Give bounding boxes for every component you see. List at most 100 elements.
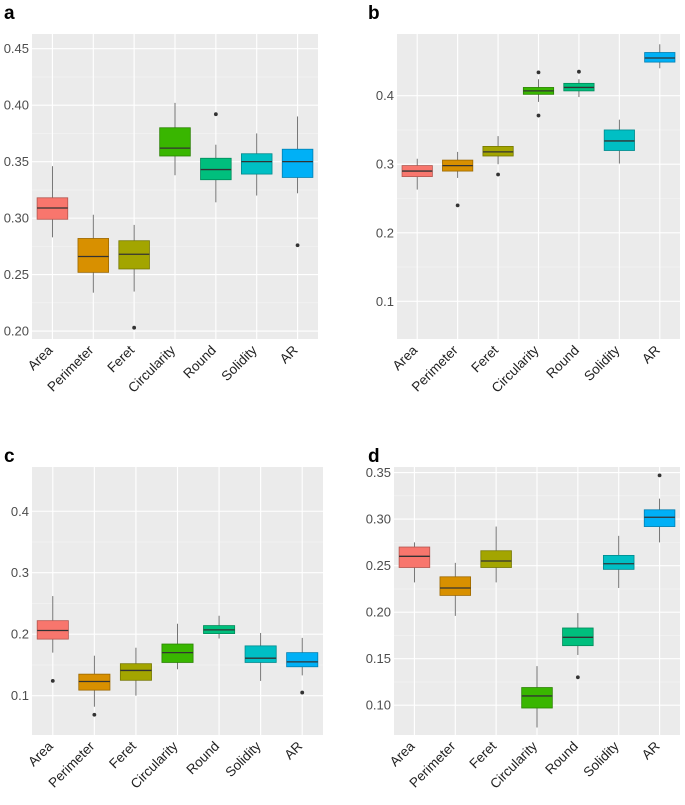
y-tick-label: 0.1 (376, 294, 394, 309)
y-tick-label: 0.3 (376, 157, 394, 172)
y-tick-label: 0.35 (366, 465, 391, 480)
box-solidity (603, 119, 635, 164)
box-body (643, 509, 676, 527)
outlier-point (577, 69, 581, 74)
box-feret (482, 136, 514, 177)
box-body (244, 645, 277, 663)
box-area (401, 158, 433, 190)
box-ar (643, 473, 676, 543)
y-tick-label: 0.2 (376, 225, 394, 240)
panel-c-gridlines (32, 467, 323, 735)
outlier-point (50, 679, 55, 683)
outlier-point (132, 325, 137, 330)
category-label: Feret (104, 342, 137, 375)
category-label: AR (281, 738, 305, 762)
panel-c-boxes (36, 596, 319, 717)
box-body (77, 238, 110, 273)
box-area (36, 596, 69, 683)
category-label: Feret (468, 342, 501, 375)
panel-d-boxes (398, 473, 676, 728)
box-solidity (602, 535, 635, 588)
box-round (200, 112, 232, 203)
box-solidity (244, 632, 277, 681)
category-label: Feret (466, 738, 499, 771)
box-perimeter (78, 655, 111, 717)
category-label: Feret (106, 738, 139, 771)
category-label: Round (542, 739, 581, 778)
panel-d-letter: d (368, 446, 380, 467)
outlier-point (92, 712, 97, 717)
box-body (602, 555, 635, 570)
box-body (159, 127, 191, 157)
panel-b-letter: b (368, 3, 380, 24)
y-tick-label: 0.2 (11, 627, 29, 642)
y-tick-label: 0.3 (11, 565, 29, 580)
outlier-point (575, 675, 580, 680)
outlier-point (496, 172, 500, 177)
category-label: Round (180, 343, 219, 382)
box-body (521, 687, 553, 709)
box-circularity (161, 623, 194, 670)
panel-c-letter: c (4, 446, 15, 467)
box-feret (480, 526, 512, 583)
box-circularity (522, 70, 555, 118)
box-feret (118, 224, 150, 330)
y-tick-label: 0.30 (4, 211, 29, 226)
box-body (286, 652, 319, 668)
panel-a-letter: a (4, 3, 15, 24)
outlier-point (536, 113, 541, 118)
category-label: AR (639, 738, 663, 762)
category-label: Round (543, 343, 582, 382)
box-solidity (240, 133, 273, 196)
y-tick-label: 0.4 (376, 88, 394, 103)
panel-c-y-tick-labels: 0.1 0.2 0.3 0.4 (11, 504, 29, 703)
panel-b-boxes (401, 44, 676, 208)
box-circularity (159, 102, 191, 176)
box-body (281, 148, 314, 178)
box-circularity (521, 666, 553, 728)
outlier-point (536, 70, 541, 75)
box-body (398, 546, 431, 568)
category-label: Solidity (218, 342, 260, 384)
y-tick-label: 0.25 (366, 558, 391, 573)
outlier-point (657, 473, 662, 478)
category-label: Solidity (222, 738, 264, 780)
category-label: AR (639, 342, 663, 366)
outlier-point (213, 112, 218, 117)
y-tick-label: 0.30 (366, 512, 391, 527)
category-label: Area (25, 342, 56, 373)
category-label: Perimeter (45, 738, 97, 790)
y-tick-label: 0.20 (4, 324, 29, 339)
box-ar (644, 44, 676, 69)
category-label: Area (25, 738, 56, 769)
box-body (603, 129, 635, 151)
y-tick-label: 0.20 (366, 605, 391, 620)
category-label: Area (390, 342, 421, 373)
category-label: Round (183, 739, 222, 778)
y-tick-label: 0.40 (4, 98, 29, 113)
category-label: Solidity (581, 342, 623, 384)
box-perimeter (77, 214, 110, 293)
box-round (203, 615, 236, 639)
y-tick-label: 0.35 (4, 154, 29, 169)
y-tick-label: 0.15 (366, 651, 391, 666)
box-body (240, 153, 273, 175)
box-area (398, 542, 431, 583)
panel-a: a 0.20 0.25 0.30 0.35 0.40 0.45 AreaPerimeter… (4, 3, 318, 396)
box-body (439, 576, 472, 596)
panel-b-y-tick-labels: 0.1 0.2 0.3 0.4 (376, 88, 394, 309)
box-body (644, 52, 676, 63)
outlier-point (295, 243, 300, 248)
box-ar (281, 116, 314, 248)
category-label: Area (387, 738, 418, 769)
box-area (36, 166, 69, 238)
y-tick-label: 0.25 (4, 267, 29, 282)
box-body (119, 663, 152, 681)
